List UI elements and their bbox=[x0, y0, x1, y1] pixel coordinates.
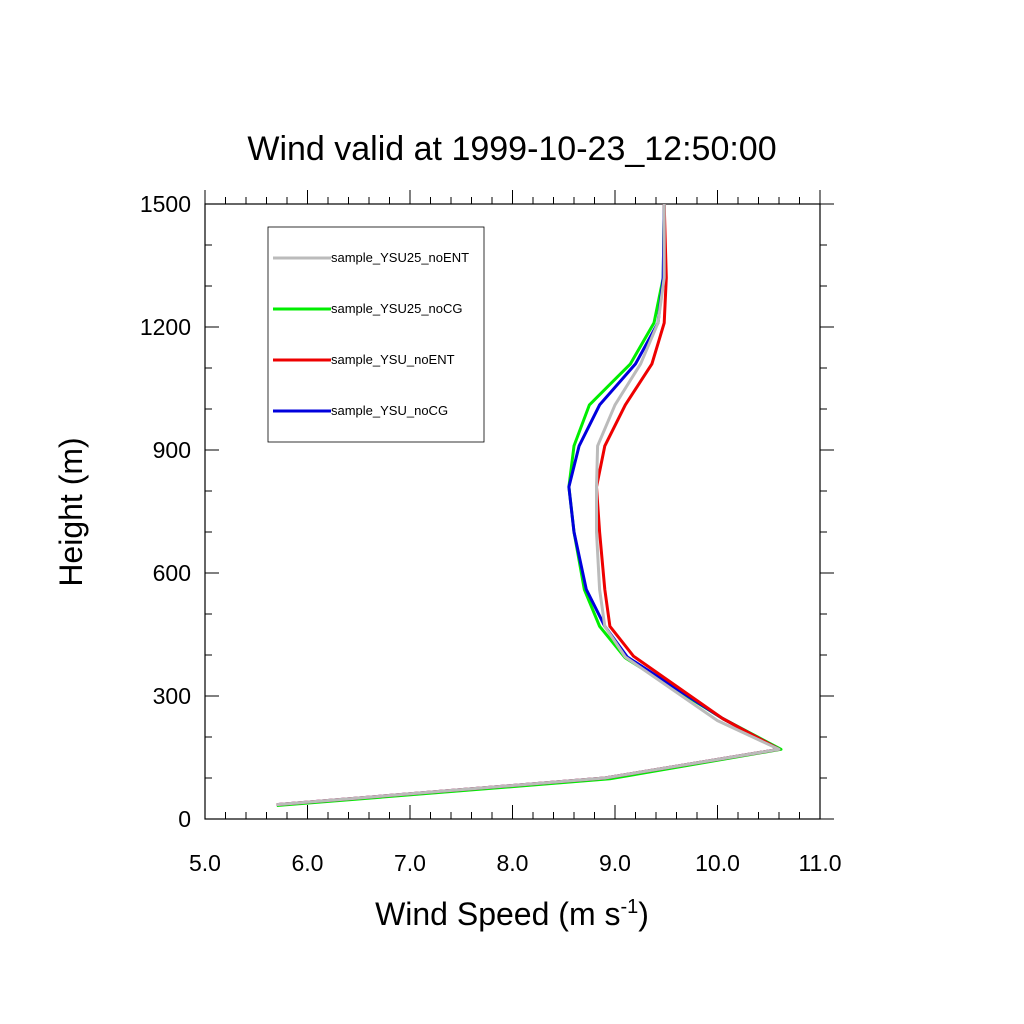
legend-box bbox=[267, 226, 485, 443]
chart-title: Wind valid at 1999-10-23_12:50:00 bbox=[247, 130, 776, 168]
y-axis-title: Height (m) bbox=[53, 437, 89, 586]
y-tick-label: 900 bbox=[153, 437, 191, 463]
x-tick-label: 11.0 bbox=[798, 850, 841, 876]
y-tick-label: 1200 bbox=[140, 314, 191, 340]
legend-label: sample_YSU25_noCG bbox=[331, 301, 463, 316]
y-tick-label: 1500 bbox=[140, 191, 191, 217]
x-axis-title: Wind Speed (m s-1) bbox=[375, 896, 649, 932]
x-tick-label: 5.0 bbox=[189, 850, 221, 876]
series-lines bbox=[276, 203, 783, 807]
x-tick-label: 6.0 bbox=[292, 850, 324, 876]
x-tick-label: 7.0 bbox=[394, 850, 426, 876]
series-line-sample_YSU25_noENT bbox=[276, 204, 781, 807]
axis-tick-labels: 5.0 6.0 7.0 8.0 9.0 10.0 11.0 0 300 600 900 1200 150… bbox=[140, 191, 842, 876]
axis-ticks bbox=[204, 190, 834, 820]
x-tick-label: 9.0 bbox=[599, 850, 631, 876]
legend-label: sample_YSU_noCG bbox=[331, 403, 448, 418]
y-tick-label: 300 bbox=[153, 683, 191, 709]
legend-label: sample_YSU_noENT bbox=[331, 352, 455, 367]
y-tick-label: 600 bbox=[153, 560, 191, 586]
legend: sample_YSU25_noENT sample_YSU25_noCGsampl… bbox=[267, 226, 485, 443]
y-tick-label: 0 bbox=[178, 806, 191, 832]
legend-label: sample_YSU25_noENT bbox=[331, 250, 469, 265]
x-tick-label: 10.0 bbox=[695, 850, 740, 876]
x-tick-label: 8.0 bbox=[497, 850, 529, 876]
